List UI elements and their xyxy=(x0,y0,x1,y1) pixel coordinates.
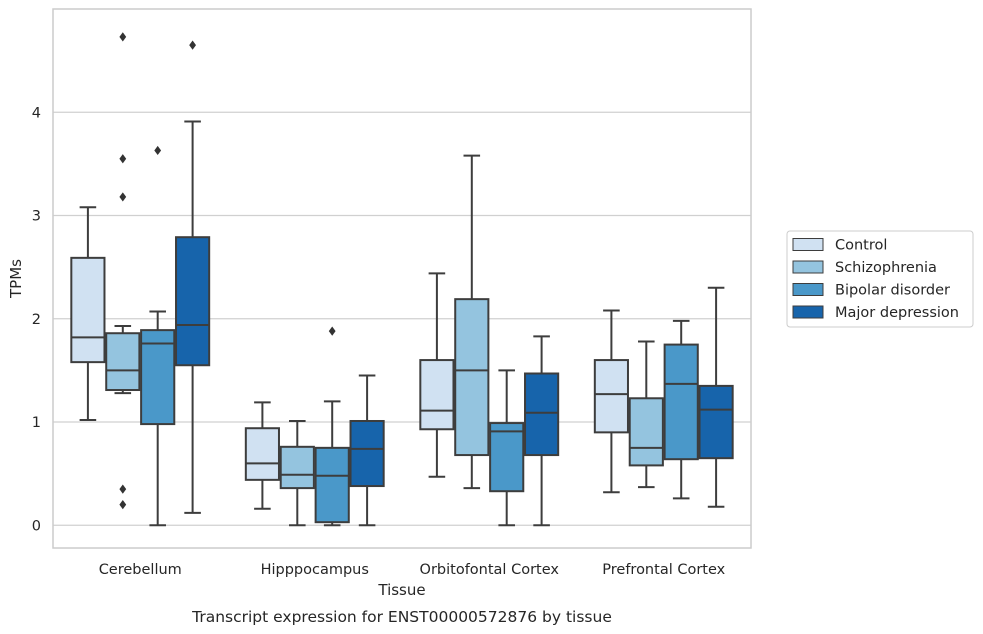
legend-frame xyxy=(786,230,974,328)
x-tick-label: Orbitofontal Cortex xyxy=(420,562,560,578)
box-iqr xyxy=(175,236,211,367)
outlier-point xyxy=(119,500,127,510)
box-iqr xyxy=(314,446,350,524)
box xyxy=(663,319,699,500)
legend-swatch xyxy=(792,260,824,274)
box xyxy=(524,335,560,527)
box-iqr xyxy=(349,419,385,488)
x-tick-label: Prefrontal Cortex xyxy=(602,562,725,578)
outlier-point xyxy=(119,484,127,494)
legend-label: Bipolar disorder xyxy=(835,283,950,299)
legend-label: Schizophrenia xyxy=(835,260,937,276)
box-iqr xyxy=(454,298,490,457)
legend-label: Major depression xyxy=(835,305,959,321)
outlier-point xyxy=(328,326,336,336)
outlier-point xyxy=(189,40,196,50)
box xyxy=(698,286,734,508)
box-iqr xyxy=(663,343,699,461)
box xyxy=(593,309,629,494)
outlier-point xyxy=(119,192,127,202)
box-iqr xyxy=(70,256,106,364)
legend: Control Schizophrenia Bipolar disorder Majo… xyxy=(786,230,974,328)
box-series xyxy=(70,32,734,527)
box-iqr xyxy=(524,372,560,457)
box-iqr xyxy=(105,332,141,392)
y-tick-label: 2 xyxy=(32,312,41,328)
box-iqr xyxy=(628,397,664,467)
box xyxy=(244,401,280,510)
x-axis-label: Tissue xyxy=(377,581,425,599)
legend-swatch xyxy=(792,305,824,319)
box xyxy=(628,340,664,489)
x-axis-ticks: Cerebellum Hipppocampus Orbitofontal Corte… xyxy=(99,562,726,578)
box-iqr xyxy=(279,445,315,490)
box-iqr xyxy=(140,329,176,426)
outlier-point xyxy=(119,32,127,42)
box xyxy=(279,419,315,527)
box-iqr xyxy=(419,359,455,431)
box xyxy=(70,206,106,421)
box xyxy=(349,374,385,527)
box xyxy=(314,326,350,527)
box xyxy=(419,272,455,478)
chart-title: Transcript expression for ENST0000057287… xyxy=(191,608,612,626)
y-axis-ticks: 0 1 2 3 4 xyxy=(32,105,41,534)
legend-swatch xyxy=(792,238,824,251)
legend-swatch xyxy=(792,283,824,296)
box xyxy=(175,40,211,514)
box-iqr xyxy=(698,384,734,460)
legend-label: Control xyxy=(835,238,887,254)
y-tick-label: 3 xyxy=(32,209,41,225)
box-iqr xyxy=(489,422,525,493)
x-tick-label: Cerebellum xyxy=(99,562,182,578)
box-iqr xyxy=(593,359,629,434)
y-tick-label: 0 xyxy=(32,518,41,534)
box xyxy=(140,145,176,527)
x-tick-label: Hipppocampus xyxy=(261,562,369,578)
y-tick-label: 4 xyxy=(32,105,41,121)
box-iqr xyxy=(244,427,280,481)
outlier-point xyxy=(119,154,127,164)
box xyxy=(454,154,490,490)
outlier-point xyxy=(154,145,162,156)
box xyxy=(489,369,525,527)
plot-frame xyxy=(52,8,752,549)
y-axis-label: TPMs xyxy=(7,259,25,299)
y-tick-label: 1 xyxy=(32,415,41,431)
box xyxy=(105,32,141,510)
